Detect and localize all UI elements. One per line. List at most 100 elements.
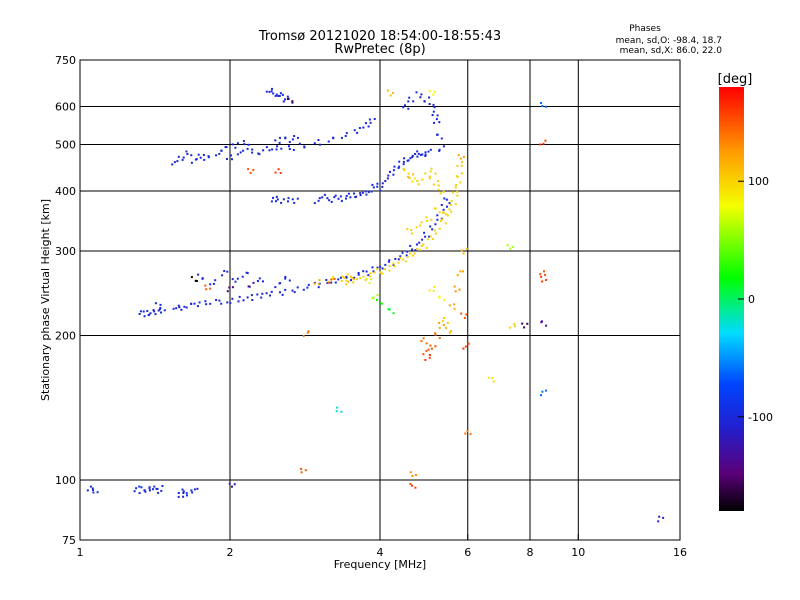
data-point — [148, 485, 156, 492]
y-tick-label: 750 — [55, 54, 76, 67]
data-point — [428, 90, 436, 96]
data-point — [436, 133, 443, 140]
data-point — [450, 200, 457, 206]
stats-heading: Phases — [629, 24, 661, 34]
y-tick-label: 75 — [62, 534, 76, 547]
data-point — [433, 227, 441, 235]
data-point — [407, 96, 415, 103]
colorbar-tick-label: 0 — [748, 293, 755, 306]
x-tick-label: 2 — [227, 546, 234, 559]
data-point — [203, 155, 210, 161]
data-point — [428, 103, 436, 109]
data-point — [152, 309, 160, 316]
data-point — [340, 132, 348, 139]
data-point — [158, 308, 166, 314]
data-point — [354, 192, 362, 199]
data-point — [215, 299, 223, 305]
y-axis-ticks: 75 100 200 300 400 500 600 750 — [55, 54, 86, 547]
data-point — [428, 285, 436, 292]
x-tick-label: 8 — [527, 546, 534, 559]
data-point — [327, 136, 335, 143]
y-tick-label: 400 — [55, 185, 76, 198]
data-point — [221, 270, 229, 277]
data-point — [401, 250, 409, 257]
data-point — [540, 275, 548, 283]
data-point — [291, 197, 299, 204]
data-point — [439, 218, 447, 225]
data-point — [409, 483, 417, 489]
data-point — [236, 149, 245, 156]
data-point — [429, 223, 437, 231]
data-point — [406, 228, 414, 235]
data-point — [416, 238, 424, 246]
data-point — [321, 193, 329, 200]
data-point — [451, 190, 459, 197]
data-point — [657, 515, 665, 523]
data-point — [247, 281, 255, 288]
data-point — [133, 487, 141, 495]
data-point — [434, 332, 441, 339]
data-point — [351, 276, 359, 284]
data-point — [282, 197, 290, 203]
y-axis-label: Stationary phase Virtual Height [km] — [39, 199, 52, 401]
data-point — [291, 135, 299, 141]
data-point — [237, 295, 245, 303]
data-point — [442, 211, 449, 217]
data-point — [302, 283, 310, 291]
data-point — [437, 188, 445, 195]
data-point — [398, 160, 405, 168]
data-point — [423, 231, 431, 238]
data-point — [231, 277, 239, 283]
data-point — [429, 344, 437, 350]
data-point — [86, 485, 94, 492]
data-point — [406, 154, 414, 162]
colorbar-tick-label: 100 — [748, 175, 769, 188]
chart-title: Tromsø 20121020 18:54:00-18:55:43 — [258, 29, 501, 44]
data-point — [381, 177, 389, 185]
data-point — [362, 270, 370, 277]
data-point — [371, 266, 379, 273]
data-point — [454, 181, 462, 189]
data-point — [191, 487, 199, 494]
data-point — [138, 310, 146, 318]
data-point — [416, 150, 424, 156]
data-point — [302, 330, 310, 337]
data-point — [347, 192, 355, 199]
x-tick-label: 6 — [464, 546, 471, 559]
data-point — [539, 270, 547, 276]
data-point — [209, 279, 217, 286]
colorbar-label: [deg] — [718, 72, 753, 87]
data-point — [265, 290, 273, 297]
data-point — [413, 247, 421, 255]
data-point — [443, 197, 451, 205]
data-point — [143, 487, 151, 493]
data-point — [365, 278, 373, 285]
data-point — [441, 317, 449, 324]
data-point — [291, 286, 299, 294]
data-point — [422, 348, 430, 356]
data-point — [185, 302, 193, 309]
data-point — [353, 127, 361, 134]
data-point — [416, 178, 424, 186]
data-point — [284, 275, 291, 282]
data-point — [407, 173, 415, 180]
data-point — [429, 167, 437, 175]
data-point — [540, 389, 547, 397]
data-point — [228, 482, 236, 488]
data-point — [464, 430, 472, 436]
data-point — [177, 492, 185, 498]
data-point — [246, 147, 254, 154]
data-point — [334, 276, 342, 284]
data-point — [460, 247, 468, 255]
data-point — [438, 145, 445, 152]
data-point — [335, 406, 343, 413]
data-point — [274, 92, 282, 97]
data-point — [286, 98, 294, 104]
data-point — [376, 185, 384, 192]
data-point — [431, 110, 439, 117]
data-point — [284, 136, 291, 143]
y-tick-label: 200 — [55, 330, 76, 343]
grid-lines — [80, 60, 680, 540]
data-point — [241, 271, 249, 278]
data-point — [376, 299, 383, 305]
